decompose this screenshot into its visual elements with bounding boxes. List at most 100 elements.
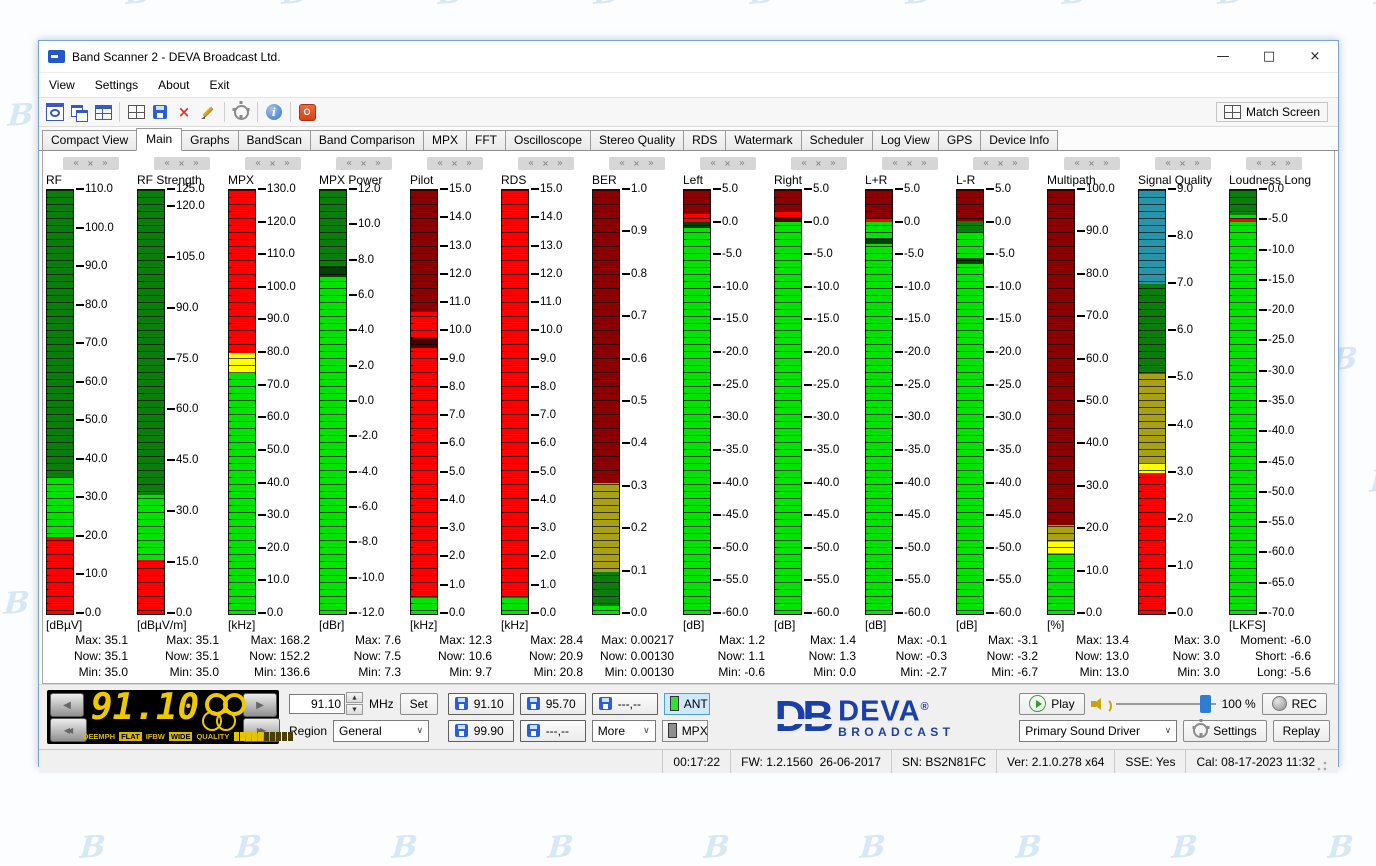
scroll-left-icon[interactable]: « <box>619 157 626 169</box>
scroll-left-icon[interactable]: « <box>73 157 80 169</box>
close-icon[interactable]: × <box>360 158 367 168</box>
replay-button[interactable]: Replay <box>1272 719 1330 742</box>
preset-button-4[interactable]: 99.90 <box>447 719 514 742</box>
close-icon[interactable]: × <box>1179 158 1186 168</box>
close-button[interactable]: × <box>1309 49 1321 64</box>
scroll-left-icon[interactable]: « <box>164 157 171 169</box>
preset-button-3[interactable]: ---,-- <box>591 692 658 715</box>
tile-windows-button[interactable] <box>91 100 115 124</box>
slider-thumb[interactable] <box>1199 694 1211 713</box>
tab-graphs[interactable]: Graphs <box>181 130 239 150</box>
scroll-left-icon[interactable]: « <box>710 157 717 169</box>
tab-stereo-quality[interactable]: Stereo Quality <box>590 130 685 150</box>
scroll-left-icon[interactable]: « <box>346 157 353 169</box>
tab-scheduler[interactable]: Scheduler <box>800 130 873 150</box>
close-icon[interactable]: × <box>269 158 276 168</box>
frequency-spinbox[interactable]: ▲ ▼ <box>289 692 363 715</box>
minimize-button[interactable]: — <box>1216 49 1230 64</box>
scroll-right-icon[interactable]: » <box>192 157 199 169</box>
region-dropdown[interactable]: General ∨ <box>333 720 430 742</box>
scroll-left-icon[interactable]: « <box>437 157 444 169</box>
scroll-right-icon[interactable]: » <box>374 157 381 169</box>
ant-button[interactable]: ANT <box>663 692 710 715</box>
scroll-right-icon[interactable]: » <box>283 157 290 169</box>
scale-tick: -35.0 <box>1259 395 1294 407</box>
scroll-right-icon[interactable]: » <box>920 157 927 169</box>
tab-device-info[interactable]: Device Info <box>980 130 1059 150</box>
close-icon[interactable]: × <box>633 158 640 168</box>
scroll-left-icon[interactable]: « <box>528 157 535 169</box>
menu-exit[interactable]: Exit <box>209 78 230 92</box>
scroll-right-icon[interactable]: » <box>101 157 108 169</box>
close-icon[interactable]: × <box>1088 158 1095 168</box>
scroll-left-icon[interactable]: « <box>255 157 262 169</box>
match-screen-button[interactable] <box>124 100 148 124</box>
volume-slider[interactable] <box>1115 694 1216 714</box>
close-icon[interactable]: × <box>815 158 822 168</box>
sound-driver-dropdown[interactable]: Primary Sound Driver ∨ <box>1019 719 1178 742</box>
tab-fft[interactable]: FFT <box>466 130 506 150</box>
power-button[interactable]: O <box>295 100 319 124</box>
info-button[interactable]: i <box>262 100 286 124</box>
scroll-right-icon[interactable]: » <box>465 157 472 169</box>
scroll-right-icon[interactable]: » <box>1102 157 1109 169</box>
tab-watermark[interactable]: Watermark <box>725 130 802 150</box>
scroll-right-icon[interactable]: » <box>556 157 563 169</box>
close-icon[interactable]: × <box>542 158 549 168</box>
edit-button[interactable] <box>196 100 220 124</box>
scroll-right-icon[interactable]: » <box>829 157 836 169</box>
close-icon[interactable]: × <box>451 158 458 168</box>
scroll-left-icon[interactable]: « <box>1165 157 1172 169</box>
tab-bandscan[interactable]: BandScan <box>237 130 311 150</box>
set-button[interactable]: Set <box>399 692 438 715</box>
close-icon[interactable]: × <box>1270 158 1277 168</box>
scroll-left-icon[interactable]: « <box>801 157 808 169</box>
settings-button[interactable]: Settings <box>1183 719 1267 742</box>
menu-view[interactable]: View <box>49 78 75 92</box>
tab-rds[interactable]: RDS <box>683 130 727 150</box>
tab-main[interactable]: Main <box>136 128 183 151</box>
delete-button[interactable]: × <box>172 100 196 124</box>
scroll-right-icon[interactable]: » <box>738 157 745 169</box>
tune-up-button[interactable]: ◀ <box>50 693 84 717</box>
tab-compact-view[interactable]: Compact View <box>42 130 138 150</box>
rec-button[interactable]: REC <box>1261 692 1327 715</box>
scroll-right-icon[interactable]: » <box>1284 157 1291 169</box>
cascade-windows-button[interactable] <box>67 100 91 124</box>
scroll-left-icon[interactable]: « <box>1074 157 1081 169</box>
scroll-left-icon[interactable]: « <box>983 157 990 169</box>
preset-button-5[interactable]: ---,-- <box>519 719 586 742</box>
close-icon[interactable]: × <box>178 158 185 168</box>
play-button[interactable]: Play <box>1019 692 1085 715</box>
scroll-right-icon[interactable]: » <box>1011 157 1018 169</box>
preset-button-1[interactable]: 91.10 <box>447 692 514 715</box>
close-icon[interactable]: × <box>906 158 913 168</box>
spin-up-icon[interactable]: ▲ <box>346 692 363 703</box>
scroll-left-icon[interactable]: « <box>1256 157 1263 169</box>
save-button[interactable] <box>148 100 172 124</box>
tab-mpx[interactable]: MPX <box>422 130 467 150</box>
settings-gear-button[interactable] <box>229 100 253 124</box>
scroll-left-icon[interactable]: « <box>892 157 899 169</box>
close-icon[interactable]: × <box>997 158 1004 168</box>
scroll-right-icon[interactable]: » <box>1193 157 1200 169</box>
tab-log-view[interactable]: Log View <box>871 130 939 150</box>
tune-down-button[interactable]: ▶ <box>243 693 277 717</box>
tab-gps[interactable]: GPS <box>937 130 982 150</box>
preview-window-button[interactable] <box>43 100 67 124</box>
spin-down-icon[interactable]: ▼ <box>346 704 363 715</box>
close-icon[interactable]: × <box>87 158 94 168</box>
match-screen-button[interactable]: Match Screen <box>1215 102 1328 122</box>
tab-oscilloscope[interactable]: Oscilloscope <box>505 130 592 150</box>
menu-settings[interactable]: Settings <box>94 78 139 92</box>
frequency-input[interactable] <box>289 693 345 714</box>
preset-button-2[interactable]: 95.70 <box>519 692 586 715</box>
menu-about[interactable]: About <box>158 78 190 92</box>
tab-band-comparison[interactable]: Band Comparison <box>309 130 424 150</box>
more-dropdown[interactable]: More ∨ <box>591 719 656 742</box>
close-icon[interactable]: × <box>724 158 731 168</box>
scroll-right-icon[interactable]: » <box>647 157 654 169</box>
mpx-button[interactable]: MPX <box>661 719 708 742</box>
seek-down-button[interactable]: ◀◀ <box>50 718 87 742</box>
maximize-button[interactable]: □ <box>1262 49 1276 64</box>
